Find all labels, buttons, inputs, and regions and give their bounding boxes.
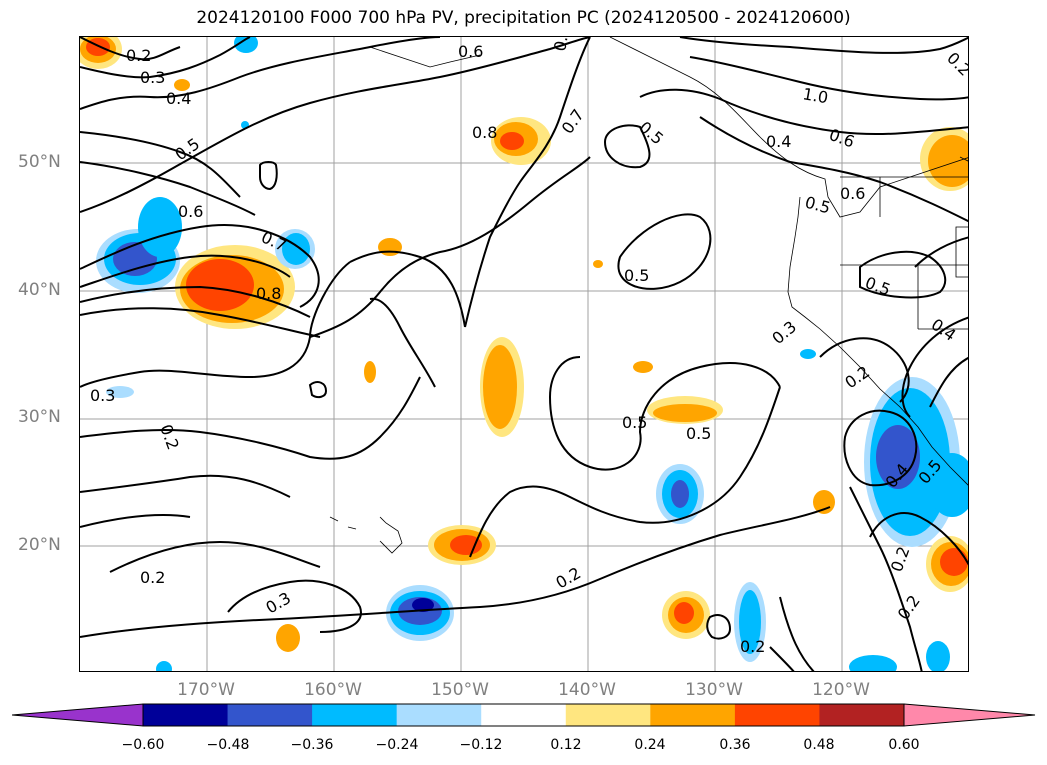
contour-label: 0.8 (550, 37, 573, 53)
lat-label-30n: 30°N (18, 407, 61, 427)
contour-label: 0.2 (887, 544, 914, 574)
lon-label-120w: 120°W (812, 680, 870, 700)
colorbar-cell (819, 704, 905, 726)
lon-label-170w: 170°W (177, 680, 235, 700)
colorbar-tick: −0.60 (121, 737, 165, 753)
contour-label: 0.2 (740, 637, 765, 656)
contour-label: 0.5 (622, 413, 647, 432)
contour-label: 0.6 (827, 125, 857, 152)
colorbar-cell (650, 704, 736, 726)
contour-label: 0.5 (635, 118, 667, 149)
colorbar-arrow-high (903, 703, 1036, 727)
contour-label: 0.2 (894, 592, 924, 624)
lon-label-140w: 140°W (558, 680, 616, 700)
lon-label-150w: 150°W (431, 680, 489, 700)
lat-label-20n: 20°N (18, 535, 61, 555)
colorbar-tick: 0.60 (888, 737, 920, 753)
colorbar-tick: 0.12 (550, 737, 582, 753)
contour-label: 0.2 (140, 568, 165, 587)
contour-label: 0.8 (472, 123, 497, 142)
lat-label-50n: 50°N (18, 152, 61, 172)
colorbar (12, 703, 1036, 727)
colorbar-tick: −0.24 (375, 737, 419, 753)
contour-label: 0.2 (841, 362, 873, 392)
lat-label-40n: 40°N (18, 280, 61, 300)
lon-label-160w: 160°W (304, 680, 362, 700)
colorbar-cell (734, 704, 820, 726)
colorbar-tick: −0.48 (206, 737, 250, 753)
contour-label: 0.6 (458, 42, 483, 61)
colorbar-cell (227, 704, 313, 726)
contour-label: 0.4 (166, 89, 191, 108)
coastlines (329, 37, 968, 554)
colorbar-cell (396, 704, 482, 726)
colorbar-tick: 0.48 (803, 737, 835, 753)
contour-label: 1.0 (801, 84, 829, 107)
map-panel[interactable]: 0.2 0.3 0.4 0.5 0.6 0.6 0.8 0.7 0.5 1.0 … (79, 36, 969, 672)
contour-label: 0.5 (686, 424, 711, 443)
contour-label: 0.2 (156, 422, 183, 452)
contour-label: 0.4 (766, 132, 791, 151)
contour-label: 0.3 (768, 317, 800, 348)
contour-label: 0.3 (140, 68, 165, 87)
lon-label-130w: 130°W (685, 680, 743, 700)
contour-label: 0.3 (90, 386, 115, 405)
colorbar-tick: 0.24 (634, 737, 666, 753)
contour-label: 0.8 (256, 284, 281, 303)
colorbar-tick: 0.36 (719, 737, 751, 753)
colorbar-cell (143, 704, 229, 726)
contour-label: 0.6 (178, 202, 203, 221)
colorbar-arrow-low (12, 703, 144, 727)
colorbar-cell (312, 704, 398, 726)
colorbar-cell (481, 704, 567, 726)
precip-negative-regions (96, 37, 968, 671)
pv-contours (80, 37, 968, 671)
contour-label: 0.3 (263, 588, 295, 617)
colorbar-tick: −0.12 (459, 737, 503, 753)
contour-label: 0.5 (624, 266, 649, 285)
colorbar-tick: −0.36 (290, 737, 334, 753)
map-canvas: 0.2 0.3 0.4 0.5 0.6 0.6 0.8 0.7 0.5 1.0 … (80, 37, 969, 671)
contour-label: 0.4 (928, 315, 960, 345)
contour-label: 0.6 (840, 184, 865, 203)
colorbar-cells (143, 704, 905, 726)
map-title: 2024120100 F000 700 hPa PV, precipitatio… (196, 8, 851, 28)
contour-label: 0.2 (943, 48, 969, 79)
colorbar-cell (565, 704, 651, 726)
precip-positive-regions (80, 37, 968, 652)
contour-label: 0.2 (126, 46, 151, 65)
